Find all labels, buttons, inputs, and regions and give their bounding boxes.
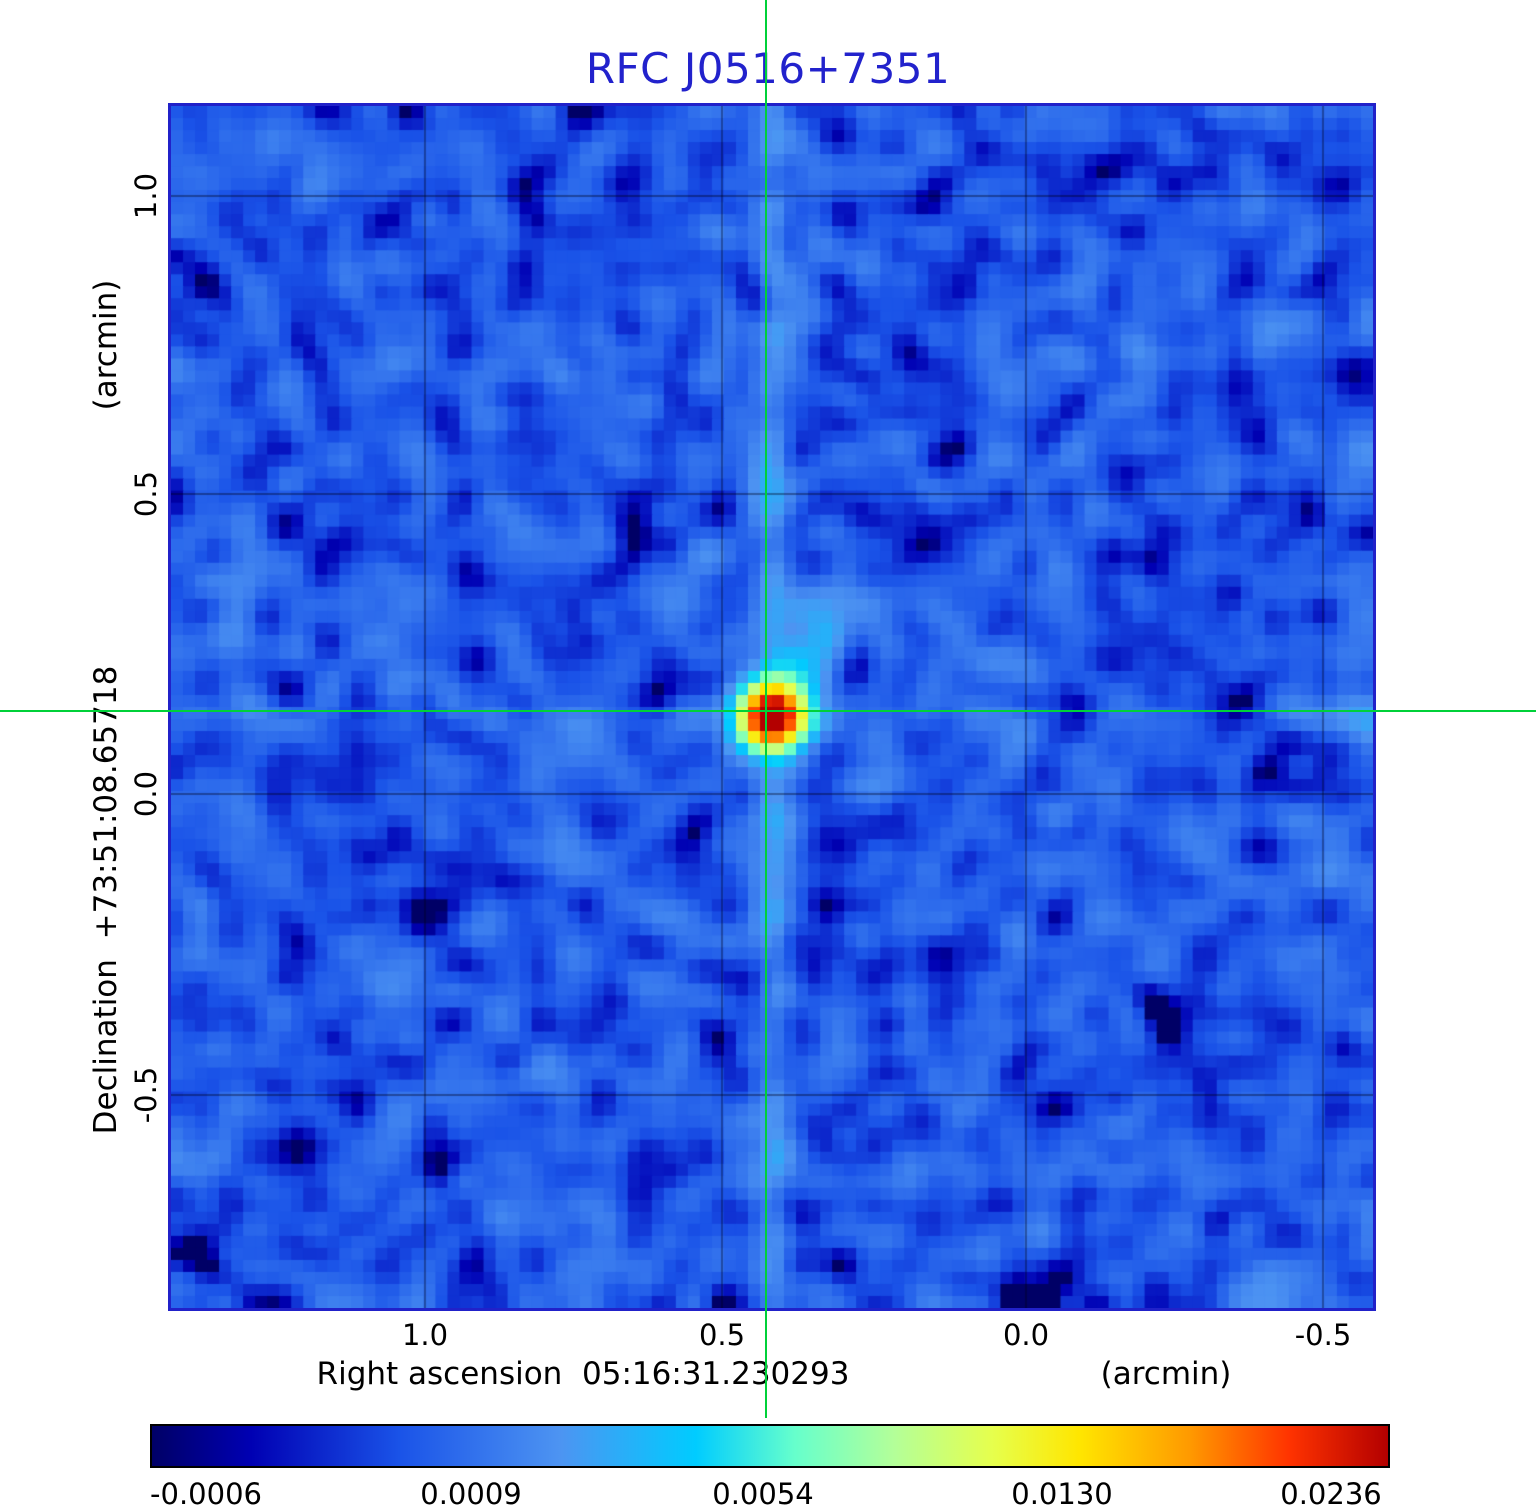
y-tick-label: 0.0	[129, 770, 163, 818]
x-tick-label: 1.0	[401, 1318, 449, 1352]
x-tick-label: -0.5	[1294, 1318, 1352, 1352]
y-tick-label: 0.5	[129, 470, 163, 518]
y-axis-unit-label: (arcmin)	[88, 279, 124, 411]
colorbar-tick-label: 0.0130	[1011, 1477, 1113, 1511]
y-axis-title: Declination +73:51:08.65718	[88, 665, 124, 1135]
x-tick-label: 0.0	[1002, 1318, 1050, 1352]
x-tick-label: 0.5	[698, 1318, 746, 1352]
heatmap-canvas	[171, 106, 1373, 1308]
colorbar-tick-label: 0.0054	[712, 1477, 814, 1511]
colorbar-tick-label: 0.0236	[1280, 1477, 1382, 1511]
crosshair-vertical-line	[765, 0, 767, 1418]
figure-title: RFC J0516+7351	[585, 44, 951, 93]
crosshair-horizontal-line	[0, 710, 1536, 712]
colorbar-tick-label: -0.0006	[150, 1477, 262, 1511]
colorbar-tick-label: 0.0009	[420, 1477, 522, 1511]
x-axis-title: Right ascension 05:16:31.230293	[316, 1356, 850, 1392]
plot-area	[168, 103, 1376, 1311]
colorbar	[150, 1424, 1390, 1468]
y-tick-label: -0.5	[129, 1066, 163, 1124]
x-axis-unit-label: (arcmin)	[1100, 1356, 1232, 1392]
y-tick-label: 1.0	[129, 172, 163, 220]
